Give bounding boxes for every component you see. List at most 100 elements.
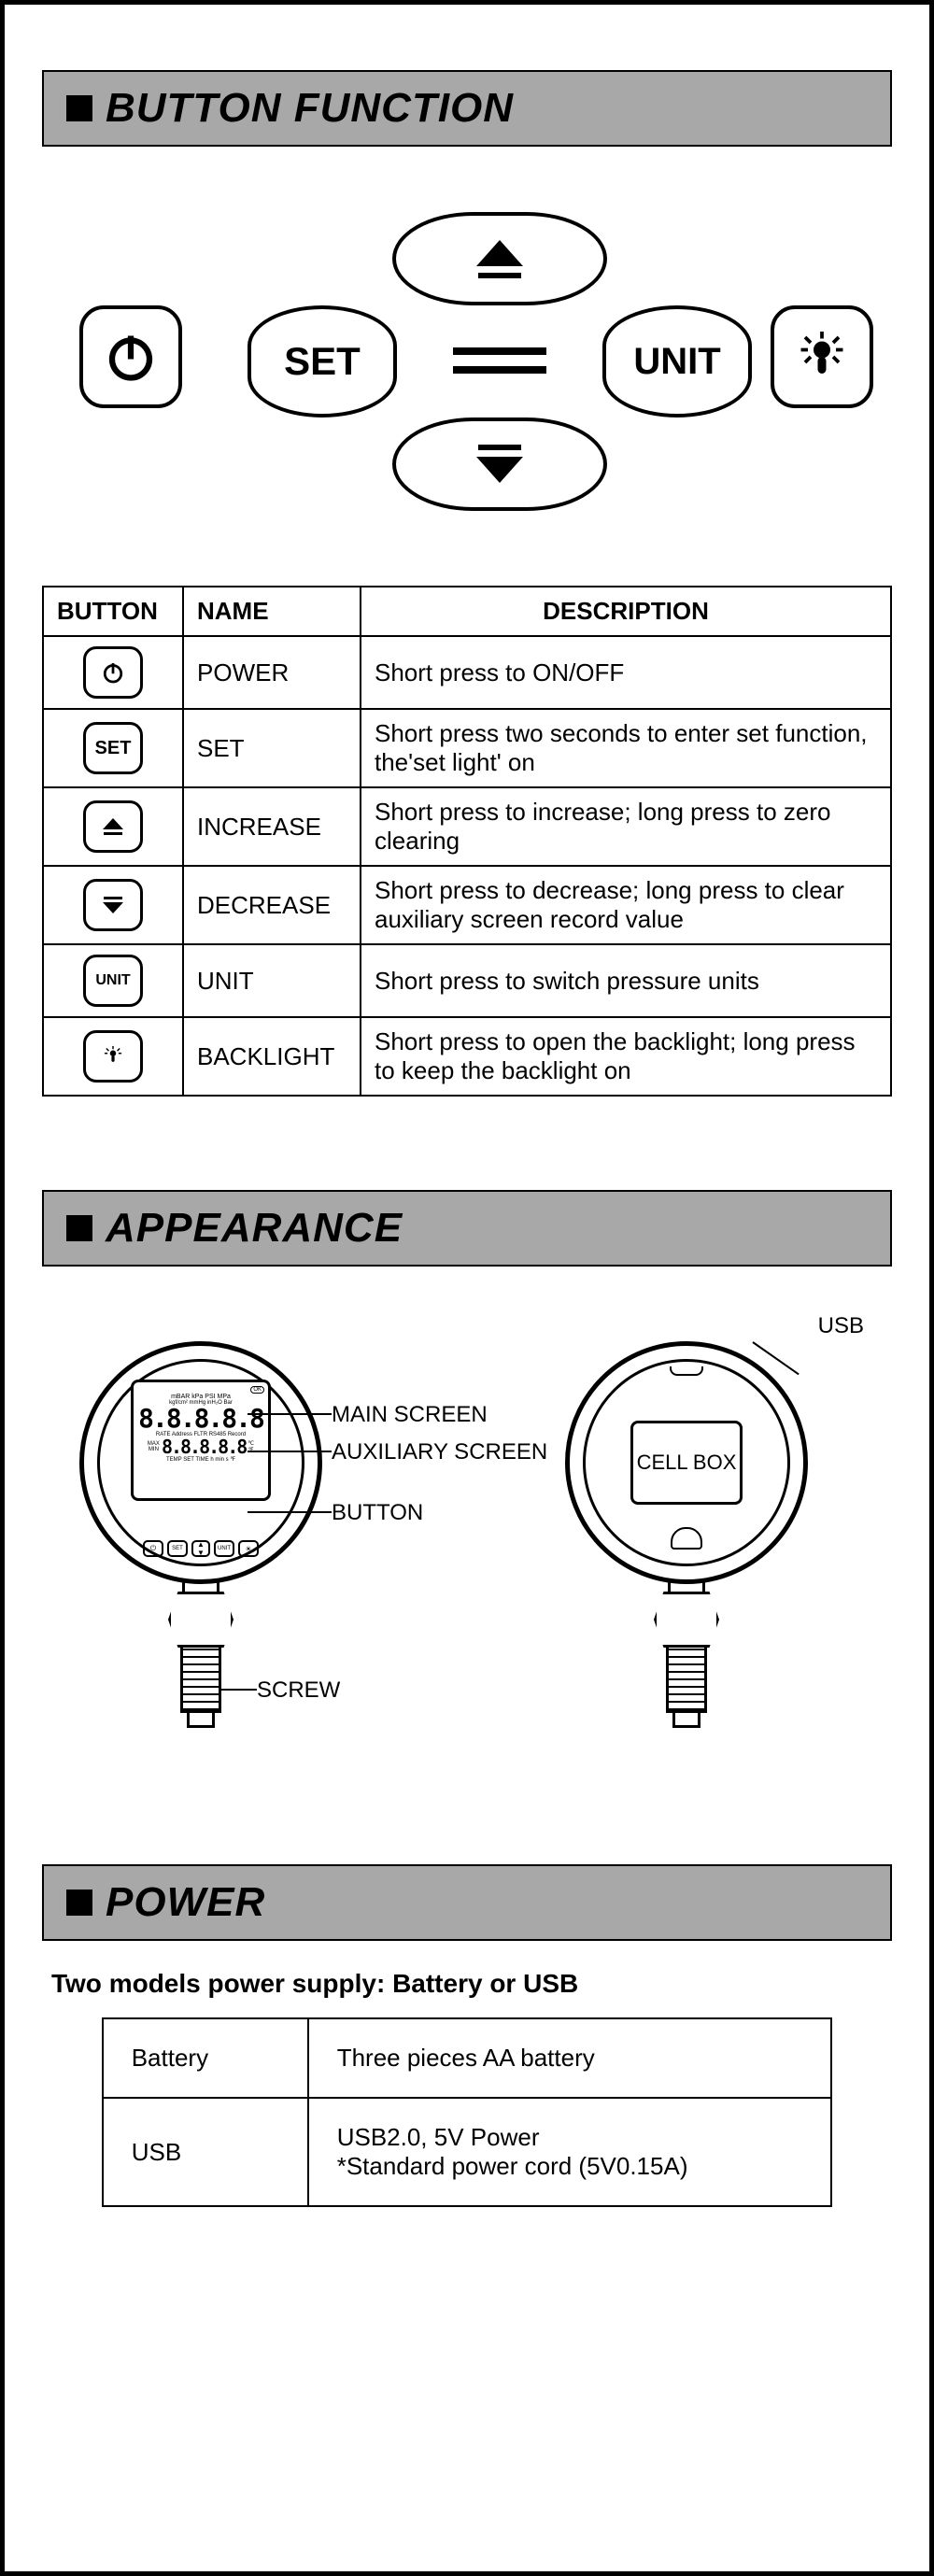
cell-desc: Short press to decrease; long press to c… [361, 866, 891, 944]
cell-icon [43, 636, 183, 709]
mini-set-button: SET [83, 722, 143, 774]
lcd-aux-digits: 8.8.8.8.8 [162, 1437, 246, 1456]
cell-name: UNIT [183, 944, 361, 1017]
th-description: DESCRIPTION [361, 587, 891, 636]
section-bullet-icon [66, 95, 92, 121]
section-bullet-icon [66, 1215, 92, 1241]
cell-desc: Short press two seconds to enter set fun… [361, 709, 891, 787]
section-title: APPEARANCE [106, 1205, 403, 1252]
cell-box: CELL BOX [630, 1421, 743, 1505]
diagram-power-button [79, 305, 182, 408]
diagram-unit-label: UNIT [633, 341, 720, 383]
callout-screw: SCREW [257, 1677, 340, 1704]
lcd-min: MIN [148, 1447, 160, 1452]
gauge-front: OK mBAR kPa PSI MPa kgf/cm² mmHg inH₂O B… [79, 1341, 322, 1728]
section-bullet-icon [66, 1890, 92, 1916]
mini-unit-button: UNIT [83, 955, 143, 1007]
table-row: DECREASE Short press to decrease; long p… [43, 866, 891, 944]
cell-desc: Short press to open the backlight; long … [361, 1017, 891, 1096]
mini-power-button [83, 646, 143, 699]
increase-icon [99, 815, 127, 838]
decrease-icon [467, 441, 532, 488]
table-row: UNIT UNIT Short press to switch pressure… [43, 944, 891, 1017]
mini-backlight-button [83, 1030, 143, 1083]
cell-type: USB [103, 2098, 308, 2206]
diagram-center-line [453, 347, 546, 355]
mini-decrease-button [83, 879, 143, 931]
table-row: SET SET Short press two seconds to enter… [43, 709, 891, 787]
diagram-decrease-button [392, 418, 607, 511]
cell-icon [43, 787, 183, 866]
callout-text: MAIN SCREEN [332, 1402, 488, 1427]
diagram-backlight-button [771, 305, 873, 408]
callout-aux-screen: AUXILIARY SCREEN [332, 1439, 547, 1465]
callout-usb: USB [818, 1313, 864, 1339]
gauge-lcd-screen: OK mBAR kPa PSI MPa kgf/cm² mmHg inH₂O B… [131, 1380, 271, 1501]
table-row: INCREASE Short press to increase; long p… [43, 787, 891, 866]
th-name: NAME [183, 587, 361, 636]
cell-name: DECREASE [183, 866, 361, 944]
cell-icon [43, 1017, 183, 1096]
gauge-stem [168, 1582, 234, 1728]
power-icon [99, 658, 127, 686]
stem-thread [180, 1648, 221, 1713]
power-table: Battery Three pieces AA battery USB USB2… [102, 2017, 833, 2207]
gauge-button-row: ⏻ SET ▲▼ UNIT ☀ [143, 1540, 259, 1557]
gauge-btn: SET [167, 1540, 188, 1557]
cell-icon: SET [43, 709, 183, 787]
table-row: BACKLIGHT Short press to open the backli… [43, 1017, 891, 1096]
mini-increase-button [83, 800, 143, 853]
cell-desc: Short press to ON/OFF [361, 636, 891, 709]
cell-desc: Three pieces AA battery [308, 2018, 832, 2098]
power-intro-text: Two models power supply: Battery or USB [51, 1969, 892, 1999]
cell-box-label: CELL BOX [637, 1451, 737, 1474]
table-header-row: BUTTON NAME DESCRIPTION [43, 587, 891, 636]
decrease-icon [99, 894, 127, 916]
cell-icon [43, 866, 183, 944]
table-row: Battery Three pieces AA battery [103, 2018, 832, 2098]
gauge-btn: ☀ [238, 1540, 259, 1557]
usb-port-icon [670, 1366, 703, 1376]
button-function-table: BUTTON NAME DESCRIPTION POWER Short pres… [42, 586, 892, 1097]
diagram-center-line [453, 366, 546, 374]
callout-button: BUTTON [332, 1500, 423, 1526]
cell-name: INCREASE [183, 787, 361, 866]
callout-text: AUXILIARY SCREEN [332, 1439, 547, 1465]
increase-icon [467, 235, 532, 282]
backlight-icon [794, 329, 850, 385]
gauge-btn: UNIT [214, 1540, 234, 1557]
lcd-main-digits: 8.8.8.8.8 [137, 1406, 264, 1432]
callout-text: USB [818, 1313, 864, 1338]
diagram-set-button: SET [248, 305, 397, 418]
gauge-stem [654, 1582, 719, 1728]
diagram-unit-button: UNIT [602, 305, 752, 418]
cell-name: BACKLIGHT [183, 1017, 361, 1096]
cell-desc: Short press to increase; long press to z… [361, 787, 891, 866]
lcd-indicators: mBAR kPa PSI MPa [137, 1394, 264, 1400]
stem-tip [187, 1713, 215, 1728]
cell-icon: UNIT [43, 944, 183, 1017]
diagram-set-label: SET [284, 339, 361, 384]
section-title: POWER [106, 1879, 265, 1926]
section-header-appearance: APPEARANCE [42, 1190, 892, 1267]
backlight-icon [101, 1044, 125, 1069]
th-button: BUTTON [43, 587, 183, 636]
diagram-increase-button [392, 212, 607, 305]
button-layout-diagram: SET UNIT [42, 175, 892, 548]
gauge-front-circle: OK mBAR kPa PSI MPa kgf/cm² mmHg inH₂O B… [79, 1341, 322, 1584]
section-title: BUTTON FUNCTION [106, 85, 514, 132]
stem-tip [672, 1713, 700, 1728]
stem-thread [666, 1648, 707, 1713]
gauge-btn: ⏻ [143, 1540, 163, 1557]
vent-icon [671, 1527, 702, 1550]
gauge-back-circle: CELL BOX [565, 1341, 808, 1584]
appearance-diagram: OK mBAR kPa PSI MPa kgf/cm² mmHg inH₂O B… [42, 1304, 892, 1790]
power-icon [103, 329, 159, 385]
callout-main-screen: MAIN SCREEN [332, 1402, 488, 1428]
gauge-btn: ▲▼ [191, 1540, 210, 1557]
gauge-back: CELL BOX [565, 1341, 808, 1728]
cell-type: Battery [103, 2018, 308, 2098]
cell-name: SET [183, 709, 361, 787]
callout-text: SCREW [257, 1677, 340, 1703]
stem-hex-nut [168, 1592, 234, 1648]
